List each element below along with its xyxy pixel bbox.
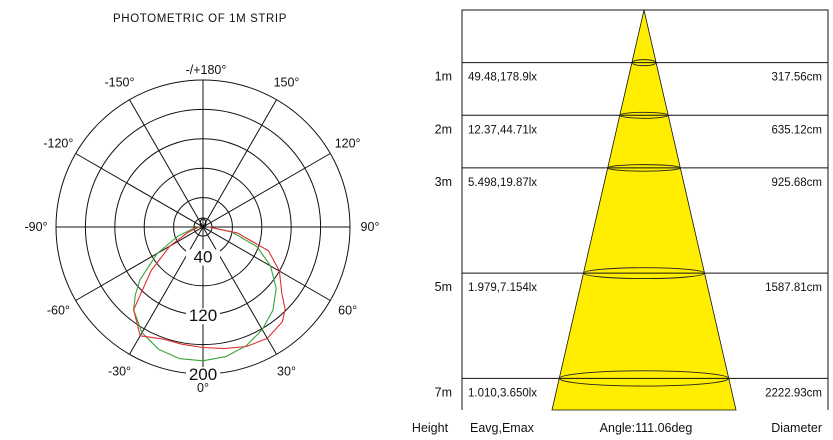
footer-diameter-label: Diameter — [771, 421, 822, 435]
polar-angle-label-9: -90° — [24, 220, 47, 234]
cone-diameter-1: 317.56cm — [771, 72, 822, 84]
polar-curve-1 — [133, 226, 277, 362]
cone-height-3: 3m — [435, 175, 452, 189]
cone-eavg-4: 1.979,7.154lx — [468, 282, 537, 294]
cone-eavg-2: 12.37,44.71lx — [468, 124, 537, 136]
beam-cone — [551, 9, 737, 411]
polar-radial-label-1: 40 — [194, 247, 213, 266]
cone-height-2: 2m — [435, 122, 452, 136]
polar-labels: -/+180° 150° 120° 90° 60° 30° 0° -30° -60° -90° -1… — [24, 63, 379, 395]
cone-ellipse-1 — [631, 59, 657, 67]
polar-angle-label-5: 30° — [277, 365, 296, 379]
polar-angle-label-3: 90° — [361, 220, 380, 234]
polar-angle-label-7: -30° — [108, 365, 131, 379]
cone-diameter-4: 1587.81cm — [765, 282, 822, 294]
cone-diameter-5: 2222.93cm — [765, 387, 822, 399]
polar-angle-label-8: -60° — [47, 304, 70, 318]
beam-cone-fill — [551, 9, 737, 411]
polar-radial-label-bg-2 — [186, 308, 220, 325]
cone-diameter-2: 635.12cm — [771, 124, 822, 136]
polar-angle-label-4: 60° — [338, 304, 357, 318]
cone-footer: Height Eavg,Emax Angle:111.06deg Diamete… — [412, 421, 822, 435]
polar-radial-label-bg-1 — [186, 249, 220, 266]
footer-eavg-label: Eavg,Emax — [470, 421, 535, 435]
polar-spoke-150 — [129, 99, 277, 355]
cone-height-1: 1m — [435, 70, 452, 84]
cone-eavg-1: 49.48,178.9lx — [468, 72, 537, 84]
cone-eavg-3: 5.498,19.87lx — [468, 177, 537, 189]
cone-eavg-5: 1.010,3.650lx — [468, 387, 537, 399]
polar-angle-label-11: -150° — [104, 75, 134, 89]
polar-angle-label-10: -120° — [43, 137, 73, 151]
polar-angle-label-6: 0° — [197, 381, 209, 395]
cone-ellipse-4 — [583, 267, 705, 280]
polar-radial-label-2: 120 — [189, 306, 217, 325]
polar-curve-2 — [133, 226, 286, 350]
cone-frame — [461, 9, 829, 410]
cone-level-labels: 1m 49.48,178.9lx 317.56cm 2m 12.37,44.71lx 63… — [435, 70, 822, 400]
cone-diameter-3: 925.68cm — [771, 177, 822, 189]
cone-ellipse-5 — [558, 370, 730, 387]
polar-radial-label-3: 200 — [189, 365, 217, 384]
cone-height-4: 5m — [435, 280, 452, 294]
polar-radial-label-bg-3 — [186, 367, 220, 383]
cone-ellipse-3 — [607, 164, 681, 172]
polar-angle-label-2: 120° — [335, 137, 361, 151]
polar-angle-label-1: 150° — [274, 75, 300, 89]
polar-radial-label-0: 0 — [199, 215, 207, 231]
footer-height-label: Height — [412, 421, 449, 435]
polar-angle-label-0: -/+180° — [186, 63, 227, 77]
cone-height-5: 7m — [435, 385, 452, 399]
footer-angle-label: Angle:111.06deg — [600, 421, 693, 435]
polar-curves — [133, 226, 286, 362]
polar-title: PHOTOMETRIC OF 1M STRIP — [113, 13, 287, 25]
cone-level-lines — [461, 9, 829, 410]
cone-ellipse-2 — [619, 111, 669, 119]
